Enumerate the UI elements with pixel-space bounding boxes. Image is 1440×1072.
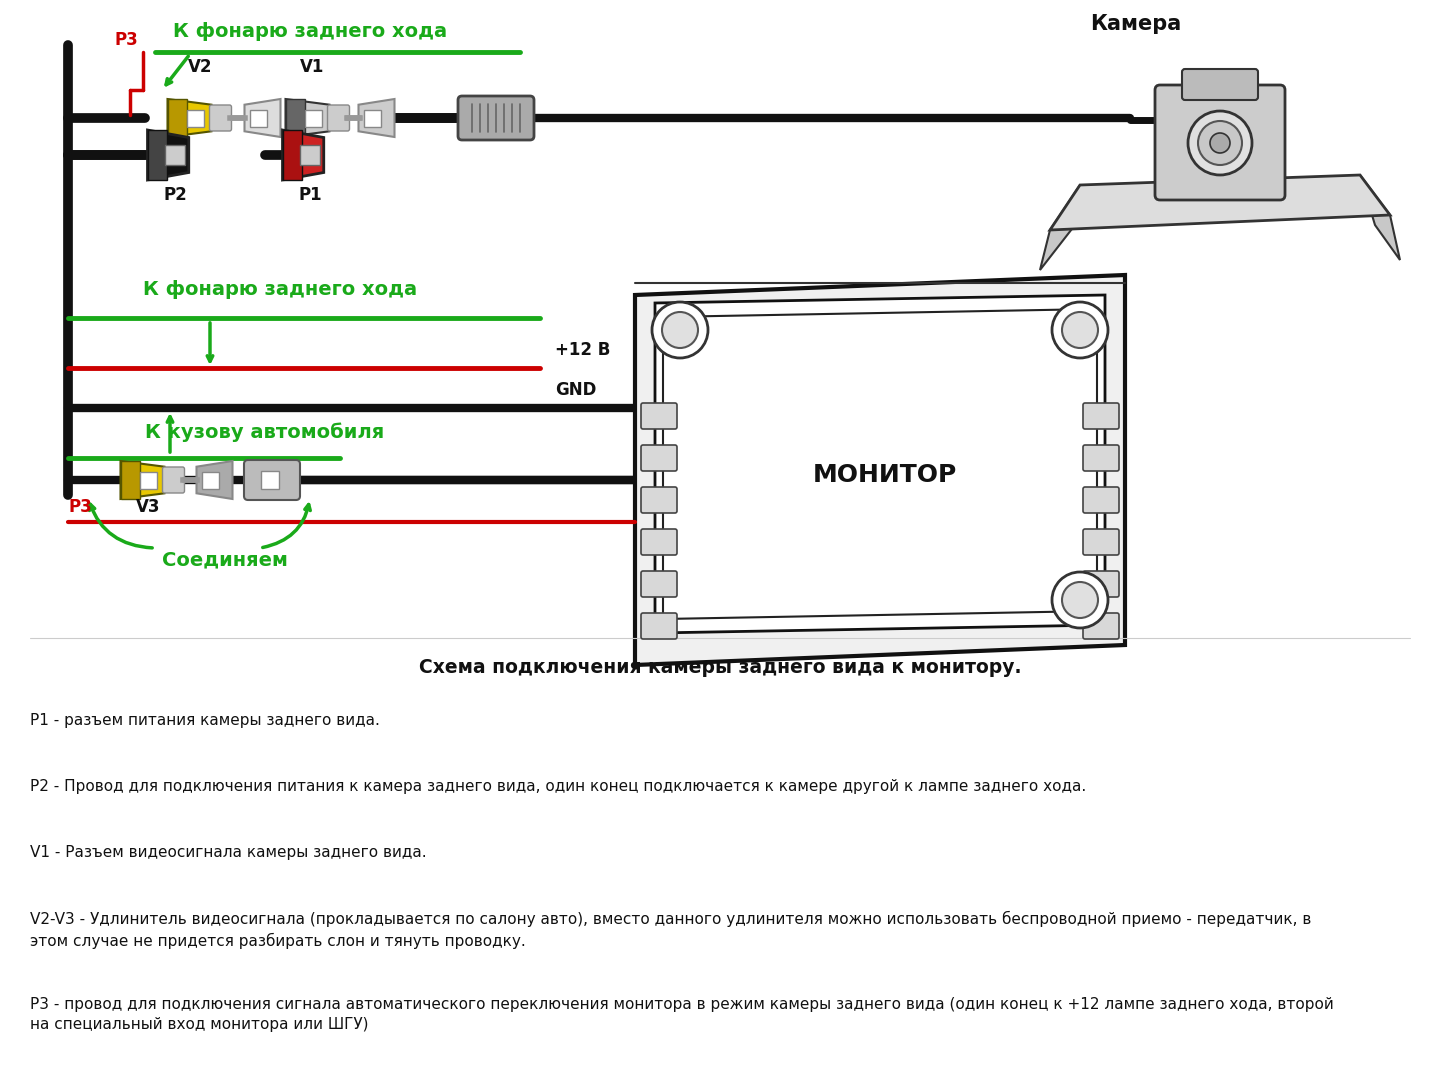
- Text: P3: P3: [115, 31, 138, 49]
- Text: Схема подключения камеры заднего вида к монитору.: Схема подключения камеры заднего вида к …: [419, 658, 1021, 678]
- FancyBboxPatch shape: [1083, 528, 1119, 555]
- Polygon shape: [167, 99, 212, 137]
- Text: V1 - Разъем видеосигнала камеры заднего вида.: V1 - Разъем видеосигнала камеры заднего …: [30, 845, 426, 860]
- Polygon shape: [655, 295, 1104, 632]
- FancyBboxPatch shape: [458, 96, 534, 140]
- FancyBboxPatch shape: [305, 110, 323, 126]
- FancyBboxPatch shape: [641, 445, 677, 471]
- FancyBboxPatch shape: [1182, 69, 1259, 100]
- Polygon shape: [285, 99, 305, 137]
- Text: V2: V2: [189, 58, 213, 76]
- Polygon shape: [635, 276, 1125, 665]
- Circle shape: [1053, 302, 1107, 358]
- FancyBboxPatch shape: [261, 471, 279, 489]
- Circle shape: [1063, 582, 1099, 617]
- Polygon shape: [147, 130, 167, 180]
- Text: Р3 - провод для подключения сигнала автоматического переключения монитора в режи: Р3 - провод для подключения сигнала авто…: [30, 997, 1333, 1031]
- FancyBboxPatch shape: [327, 105, 350, 131]
- FancyBboxPatch shape: [1083, 613, 1119, 639]
- Text: МОНИТОР: МОНИТОР: [812, 463, 958, 487]
- Polygon shape: [285, 99, 330, 137]
- Circle shape: [1188, 111, 1251, 175]
- FancyBboxPatch shape: [641, 403, 677, 429]
- FancyBboxPatch shape: [163, 467, 184, 493]
- Text: V1: V1: [300, 58, 324, 76]
- FancyBboxPatch shape: [187, 110, 204, 126]
- Polygon shape: [1050, 175, 1390, 230]
- FancyBboxPatch shape: [364, 110, 382, 126]
- Text: К фонарю заднего хода: К фонарю заднего хода: [143, 280, 418, 299]
- Text: +12 В: +12 В: [554, 341, 611, 359]
- FancyBboxPatch shape: [641, 571, 677, 597]
- Text: P2 - Провод для подключения питания к камера заднего вида, один конец подключает: P2 - Провод для подключения питания к ка…: [30, 779, 1086, 794]
- Polygon shape: [147, 130, 189, 180]
- Text: P1 - разъем питания камеры заднего вида.: P1 - разъем питания камеры заднего вида.: [30, 713, 380, 728]
- Polygon shape: [196, 461, 232, 498]
- FancyBboxPatch shape: [1083, 403, 1119, 429]
- FancyBboxPatch shape: [1083, 487, 1119, 513]
- Text: P2: P2: [163, 187, 187, 204]
- FancyBboxPatch shape: [641, 613, 677, 639]
- Text: К кузову автомобиля: К кузову автомобиля: [145, 422, 384, 442]
- Circle shape: [652, 302, 708, 358]
- FancyBboxPatch shape: [209, 105, 232, 131]
- Polygon shape: [121, 461, 140, 498]
- FancyBboxPatch shape: [1083, 571, 1119, 597]
- Polygon shape: [121, 461, 164, 498]
- FancyBboxPatch shape: [1083, 445, 1119, 471]
- Text: К фонарю заднего хода: К фонарю заднего хода: [173, 23, 446, 41]
- Polygon shape: [359, 99, 395, 137]
- FancyBboxPatch shape: [1155, 85, 1284, 200]
- Circle shape: [1210, 133, 1230, 153]
- Text: Соединяем: Соединяем: [163, 550, 288, 569]
- Polygon shape: [282, 130, 324, 180]
- Polygon shape: [1359, 175, 1400, 260]
- FancyBboxPatch shape: [641, 487, 677, 513]
- FancyBboxPatch shape: [641, 528, 677, 555]
- FancyBboxPatch shape: [166, 145, 184, 165]
- Text: P1: P1: [298, 187, 321, 204]
- Text: Камера: Камера: [1090, 14, 1181, 34]
- Text: P3: P3: [68, 498, 92, 516]
- FancyBboxPatch shape: [202, 472, 219, 489]
- Circle shape: [662, 312, 698, 348]
- Circle shape: [1053, 572, 1107, 628]
- FancyBboxPatch shape: [251, 110, 266, 126]
- FancyBboxPatch shape: [140, 472, 157, 489]
- Polygon shape: [662, 309, 1097, 619]
- Polygon shape: [167, 99, 187, 137]
- Polygon shape: [282, 130, 302, 180]
- Circle shape: [1198, 121, 1241, 165]
- FancyBboxPatch shape: [243, 460, 300, 500]
- Text: GND: GND: [554, 381, 596, 399]
- Polygon shape: [245, 99, 281, 137]
- Text: V2-V3 - Удлинитель видеосигнала (прокладывается по салону авто), вместо данного : V2-V3 - Удлинитель видеосигнала (проклад…: [30, 911, 1312, 949]
- Polygon shape: [1040, 185, 1080, 270]
- FancyBboxPatch shape: [300, 145, 320, 165]
- Text: V3: V3: [135, 498, 160, 516]
- Circle shape: [1063, 312, 1099, 348]
